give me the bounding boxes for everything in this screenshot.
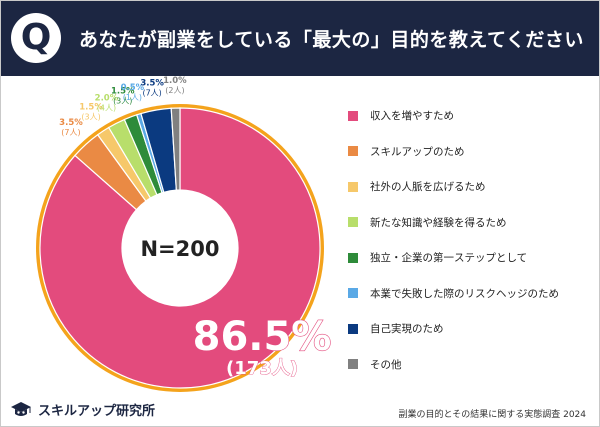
brand-name: スキルアップ研究所 [38,404,156,419]
legend-label: 本業で失敗した際のリスクヘッジのため [370,287,559,300]
center-sample-size: N=200 [140,237,219,261]
legend-swatch [348,146,358,157]
legend-item: その他 [348,347,593,383]
legend-swatch [348,323,358,334]
legend-swatch [348,288,358,299]
legend-item: 独立・企業の第一ステップとして [348,240,593,276]
legend-label: 社外の人脈を広げるため [370,181,486,194]
data-label-percent-3: 1.5% [79,103,103,113]
legend-swatch [348,359,358,370]
data-label-percent-4: 2.0% [95,94,119,104]
data-label-percent-7: 3.5% [140,78,164,88]
question-header: Q あなたが副業をしている「最大の」目的を教えてください [1,1,599,76]
legend-item: 自己実現のため [348,311,593,347]
legend-item: 本業で失敗した際のリスクヘッジのため [348,276,593,312]
data-label-count-4: (4人) [97,104,116,113]
graduation-cap-icon [11,401,31,416]
legend-label: 独立・企業の第一ステップとして [370,252,528,265]
data-label-count-3: (3人) [81,113,100,122]
data-label-count-6: (1人) [123,93,142,102]
data-label-count-7: (7人) [142,88,161,97]
legend-item: スキルアップのため [348,134,593,170]
legend-swatch [348,217,358,228]
legend-swatch [348,110,358,121]
legend-item: 新たな知識や経験を得るため [348,205,593,241]
legend-item: 収入を増やすため [348,98,593,134]
legend-label: スキルアップのため [370,145,465,158]
legend-item: 社外の人脈を広げるため [348,169,593,205]
data-label-count-2: (7人) [61,128,80,137]
donut-hole [122,190,238,306]
legend-label: その他 [370,358,402,371]
data-label-percent-1: 86.5% [193,314,332,360]
data-label-count-1: (173人) [226,358,298,379]
data-label-count-5: (3人) [113,96,132,105]
data-label-percent-2: 3.5% [59,118,83,128]
survey-source-note: 副業の目的とその結果に関する実態調査 2024 [398,410,587,420]
q-badge: Q [11,13,61,63]
question-title: あなたが副業をしている「最大の」目的を教えてください [79,29,584,51]
data-label-percent-8: 1.0% [163,76,187,86]
q-badge-label: Q [20,17,52,58]
donut-chart: N=20086.5%(173人)3.5%(7人)1.5%(3人)2.0%(4人)… [36,76,332,392]
legend-label: 自己実現のため [370,323,444,336]
data-label-count-8: (2人) [165,86,184,95]
data-label-percent-6: 0.5% [121,83,145,93]
legend-label: 収入を増やすため [370,110,454,123]
legend-swatch [348,181,358,192]
data-label-percent-5: 1.5% [111,86,135,96]
brand-logo: スキルアップ研究所 [10,400,155,419]
legend-swatch [348,252,358,263]
legend-label: 新たな知識や経験を得るため [370,216,507,229]
chart-legend: 収入を増やすため スキルアップのため社外の人脈を広げるため新たな知識や経験を得るた… [348,98,593,382]
